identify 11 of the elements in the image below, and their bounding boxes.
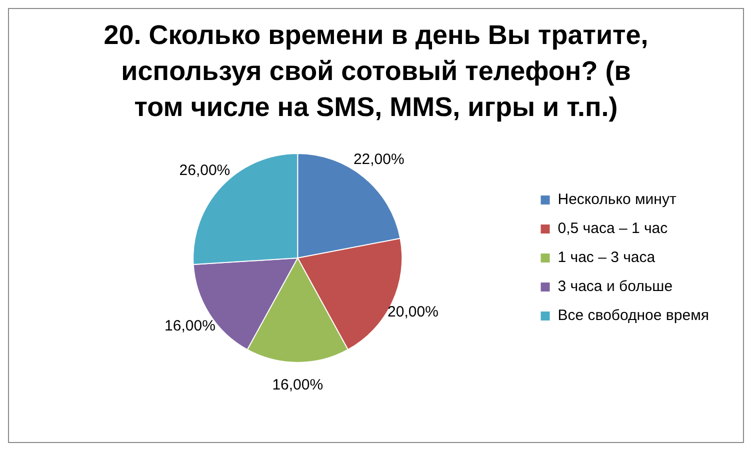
chart-title: 20. Сколько времени в день Вы тратите, используя свой сотовый телефон? (в том числе на SMS, MMS, игры и т.п.) bbox=[102, 19, 650, 124]
data-label: 16,00% bbox=[164, 317, 216, 334]
legend-label: 3 часа и больше bbox=[558, 278, 673, 296]
data-label: 16,00% bbox=[272, 376, 324, 394]
legend-label: Все свободное время bbox=[558, 307, 710, 324]
data-label: 20,00% bbox=[388, 303, 438, 320]
legend-label: Несколько минут bbox=[558, 191, 676, 208]
data-label: 26,00% bbox=[179, 162, 230, 179]
data-label: 22,00% bbox=[353, 150, 404, 168]
legend-label: 1 час – 3 часа bbox=[558, 249, 656, 266]
legend-label: 0,5 часа – 1 час bbox=[558, 220, 668, 238]
